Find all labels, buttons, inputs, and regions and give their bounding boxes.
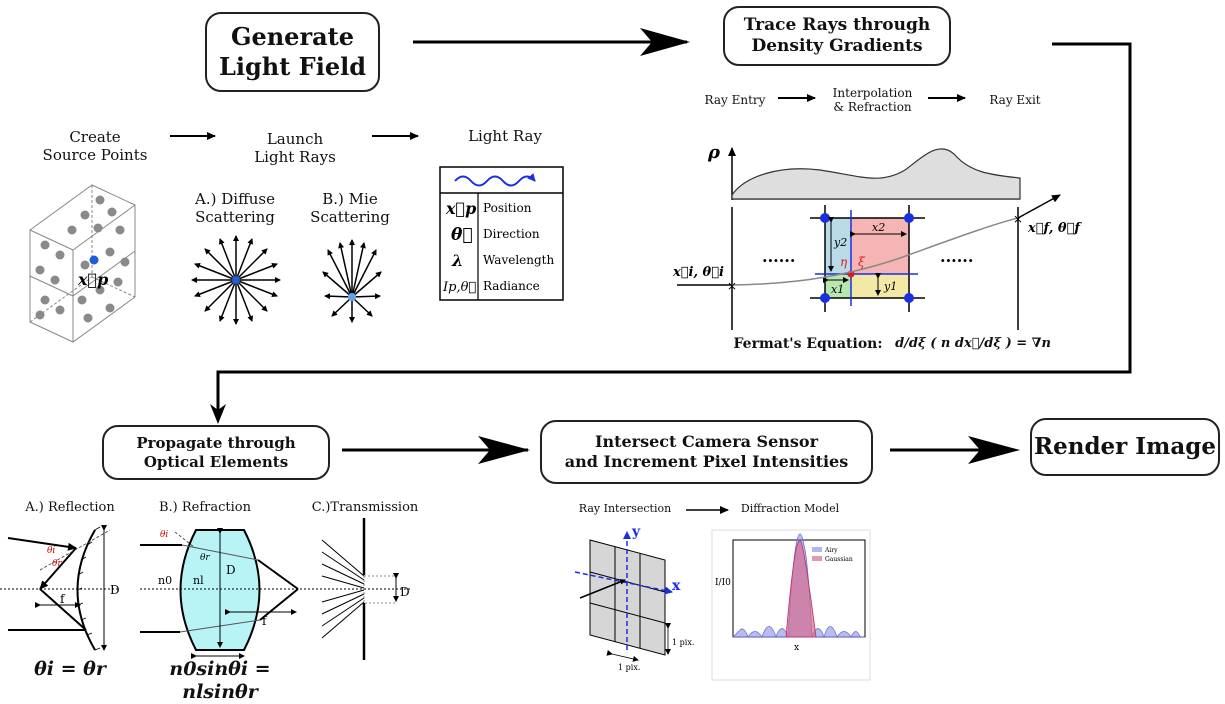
transmission-diagram: D: [320, 518, 410, 660]
svg-text:×: ×: [727, 279, 737, 293]
sym-position: x⃗p: [445, 199, 476, 218]
transmission-D: D: [400, 585, 410, 599]
xp-label: x⃗p: [77, 270, 108, 289]
step-intersect-sensor: Intersect Camera Sensor and Increment Pi…: [540, 420, 873, 484]
sensor-x-axis: x: [672, 578, 681, 594]
flow-arrowhead-4: [968, 436, 1020, 464]
x2-label: x2: [872, 221, 885, 234]
mie-scattering-label: B.) Mie Scattering: [310, 190, 390, 226]
exit-label: x⃗f, θ⃗f: [1027, 221, 1082, 236]
step-trace-rays: Trace Rays through Density Gradients: [723, 6, 951, 66]
diffuse-scattering-label: A.) Diffuse Scattering: [195, 190, 275, 226]
reflection-f: f: [60, 592, 66, 606]
lbl-radiance: Radiance: [483, 279, 540, 293]
flow-arrows: [210, 28, 1132, 464]
light-ray-label: Light Ray: [468, 127, 542, 145]
interp-grid: x2 y2 x1 y1 η ξ ...... ......: [731, 205, 1019, 330]
refraction-label: B.) Refraction: [158, 500, 251, 515]
step-propagate: Propagate through Optical Elements: [102, 425, 330, 480]
plot-xlabel: x: [794, 643, 799, 653]
transmission-label: C.)Transmission: [311, 500, 419, 515]
refraction-D: D: [226, 563, 236, 577]
create-source-points-label: Create Source Points: [42, 128, 148, 164]
dots-right: ......: [940, 247, 973, 266]
refraction-theta-i: θi: [160, 530, 168, 540]
source-dots: [35, 195, 130, 323]
eta-label: η: [840, 255, 848, 269]
flow-arrowhead-3: [478, 436, 530, 464]
fermat-equation: d/dξ ( n dx⃗/dξ ) = ∇n: [895, 336, 1051, 351]
light-ray-table: x⃗p θ⃗ λ Ip,θ⃗ Position Direction Wavele…: [439, 166, 564, 301]
reflection-theta-i: θi: [47, 546, 55, 556]
refraction-n0: n0: [158, 574, 172, 587]
lbl-position: Position: [483, 201, 532, 215]
launch-light-rays-label: Launch Light Rays: [254, 130, 336, 166]
density-plot: ρ: [707, 142, 1021, 200]
diffuse-scatter-star: [191, 235, 281, 325]
sym-direction: θ⃗: [451, 225, 473, 245]
reflection-label: A.) Reflection: [25, 500, 115, 515]
sym-wavelength: λ: [451, 251, 463, 270]
wavy-ray: [454, 173, 536, 187]
y2-label: y2: [833, 236, 847, 249]
flow-arrowhead-2: [210, 404, 226, 424]
step-render-image: Render Image: [1030, 418, 1220, 476]
legend-airy: Airy: [824, 547, 838, 554]
mie-center: [348, 293, 356, 301]
diagram-graphics: x⃗p: [0, 28, 1132, 681]
legend-gaussian: Gaussian: [825, 556, 853, 563]
interpolation-refraction-label: Interpolation & Refraction: [832, 86, 913, 115]
sensor-y-axis: y: [631, 524, 641, 540]
refraction-f: f: [262, 614, 268, 628]
sym-radiance: Ip,θ⃗: [442, 280, 476, 295]
pipeline-diagram: Generate Light Field Trace Rays through …: [0, 6, 1220, 703]
reflection-D: D: [110, 583, 120, 597]
y1-label: y1: [883, 280, 897, 293]
sensor-pix-h: 1 pix.: [618, 663, 640, 672]
ray-entry-label: Ray Entry: [704, 93, 766, 107]
refraction-nl: nl: [193, 574, 204, 587]
ray-exit-label: Ray Exit: [989, 93, 1041, 107]
mie-scatter-star: [322, 239, 382, 323]
diffraction-model-label: Diffraction Model: [740, 502, 840, 515]
lbl-wavelength: Wavelength: [483, 253, 554, 267]
ray-intersection-label: Ray Intersection: [578, 502, 672, 515]
diffuse-center: [232, 276, 240, 284]
plot-ylabel: I/I0: [715, 578, 731, 588]
fermat-label: Fermat's Equation:: [733, 336, 883, 352]
source-point-highlight: [89, 255, 99, 265]
xi-label: ξ: [858, 255, 866, 269]
diffraction-plot: Airy Gaussian I/I0 x: [711, 529, 871, 681]
svg-text:×: ×: [1013, 212, 1023, 226]
dots-left: ......: [762, 247, 795, 266]
refraction-t: t: [216, 661, 221, 675]
refraction-theta-r: θr: [200, 553, 210, 563]
ray-path: x⃗i, θ⃗i x⃗f, θ⃗f × ×: [672, 194, 1082, 293]
reflection-diagram: θi θr f D: [0, 525, 120, 651]
rho-label: ρ: [707, 142, 721, 163]
reflection-theta-r: θr: [52, 559, 62, 569]
entry-label: x⃗i, θ⃗i: [672, 265, 724, 280]
sensor-pix-v: 1 pix.: [672, 638, 694, 647]
step-generate-light-field: Generate Light Field: [205, 12, 380, 92]
flow-arrowhead-1: [640, 28, 690, 56]
sensor-grid: y x 1 pix. 1 pix.: [574, 524, 694, 672]
reflection-equation: θi = θr: [34, 658, 106, 680]
refraction-diagram: θi θr n0 nl D f t: [140, 528, 320, 675]
x1-label: x1: [831, 283, 844, 296]
lbl-direction: Direction: [483, 227, 540, 241]
